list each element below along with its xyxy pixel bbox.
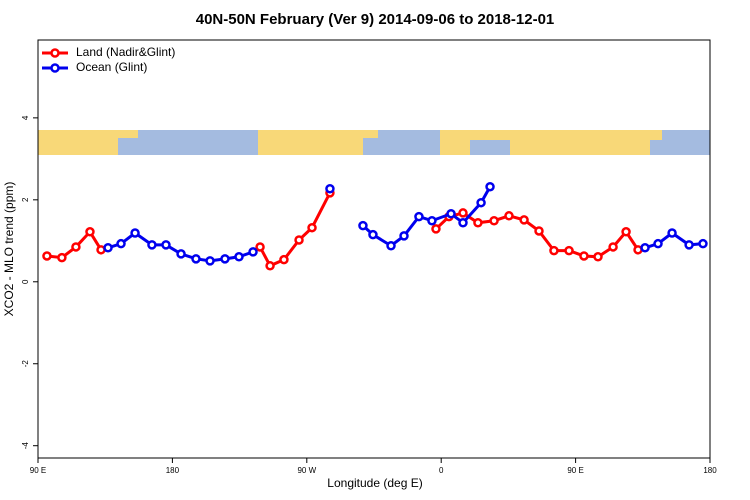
- data-point: [446, 209, 456, 219]
- data-point: [414, 211, 424, 222]
- series-line: [361, 185, 492, 248]
- data-point: [431, 224, 441, 234]
- data-point: [579, 251, 589, 261]
- data-point: [489, 215, 499, 226]
- data-point: [103, 243, 113, 253]
- data-point: [427, 215, 437, 226]
- data-point: [534, 226, 544, 236]
- data-point: [71, 242, 81, 252]
- legend-marker: [50, 48, 60, 58]
- data-point: [684, 240, 694, 250]
- x-tick-label: 0: [439, 466, 444, 475]
- data-point: [248, 247, 258, 257]
- x-tick-label: 90 W: [297, 466, 316, 475]
- y-tick-label: 0: [21, 279, 30, 284]
- data-point: [698, 238, 708, 249]
- data-point: [368, 229, 378, 240]
- y-tick-label: 2: [21, 197, 30, 202]
- data-point: [476, 197, 486, 208]
- data-point: [608, 242, 618, 252]
- data-point: [191, 254, 201, 264]
- plot-frame: [37, 39, 711, 459]
- data-point: [147, 240, 157, 250]
- data-point: [593, 252, 603, 262]
- data-point: [621, 227, 631, 237]
- legend-label: Ocean (Glint): [76, 60, 147, 74]
- legend-marker: [50, 63, 60, 73]
- data-point: [399, 231, 409, 241]
- data-point: [161, 240, 171, 250]
- data-point: [640, 243, 650, 253]
- data-point: [307, 222, 317, 233]
- data-point: [116, 238, 126, 249]
- data-point: [220, 254, 230, 264]
- legend: Land (Nadir&Glint)Ocean (Glint): [42, 45, 175, 74]
- x-tick-label: 180: [703, 466, 717, 475]
- y-axis-label: XCO2 - MLO trend (ppm): [2, 182, 16, 317]
- y-tick-label: -4: [21, 442, 30, 450]
- data-point: [653, 238, 663, 249]
- data-point: [279, 254, 289, 265]
- data-point: [473, 218, 483, 228]
- map-strip: [38, 130, 710, 155]
- y-tick-label: 4: [21, 115, 30, 120]
- series-line: [258, 192, 332, 268]
- data-point: [458, 208, 468, 218]
- data-point: [234, 252, 244, 262]
- data-point: [386, 240, 396, 251]
- x-tick-label: 90 E: [567, 466, 583, 475]
- data-point: [57, 252, 67, 263]
- y-tick-label: -2: [21, 360, 30, 368]
- data-point: [667, 228, 677, 238]
- data-point: [358, 220, 368, 231]
- x-axis-label: Longitude (deg E): [327, 476, 422, 490]
- data-point: [42, 251, 52, 261]
- data-point: [564, 245, 574, 256]
- data-point: [130, 228, 140, 238]
- legend-label: Land (Nadir&Glint): [76, 45, 175, 59]
- data-point: [549, 245, 559, 256]
- data-point: [504, 211, 514, 221]
- data-point: [325, 184, 335, 194]
- x-tick-label: 180: [166, 466, 180, 475]
- x-tick-label: 90 E: [30, 466, 46, 475]
- data-point: [85, 227, 95, 237]
- data-point: [265, 261, 275, 271]
- data-point: [458, 218, 468, 228]
- data-point: [294, 235, 304, 245]
- data-point: [485, 181, 495, 192]
- chart-title: 40N-50N February (Ver 9) 2014-09-06 to 2…: [196, 11, 555, 28]
- data-point: [519, 215, 529, 225]
- data-point: [176, 249, 186, 259]
- data-point: [255, 242, 265, 252]
- data-point: [205, 256, 215, 266]
